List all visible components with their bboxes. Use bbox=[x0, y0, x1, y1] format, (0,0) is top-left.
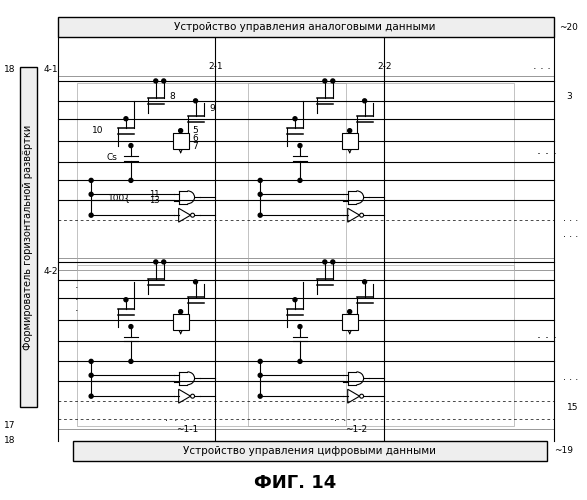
Circle shape bbox=[348, 310, 352, 314]
Text: Формирователь горизонтальной развёртки: Формирователь горизонтальной развёртки bbox=[23, 124, 33, 350]
Circle shape bbox=[194, 99, 198, 103]
Text: 13: 13 bbox=[149, 196, 160, 205]
Circle shape bbox=[129, 178, 133, 182]
Circle shape bbox=[298, 178, 302, 182]
Text: . . .: . . . bbox=[564, 213, 579, 223]
Text: 7: 7 bbox=[193, 142, 198, 151]
Bar bbox=[58, 258, 554, 429]
Text: 18: 18 bbox=[4, 64, 15, 74]
Text: 6: 6 bbox=[193, 134, 198, 143]
Circle shape bbox=[89, 213, 93, 217]
Circle shape bbox=[331, 260, 335, 264]
Text: . . .: . . . bbox=[537, 328, 556, 341]
Bar bbox=[77, 265, 346, 426]
Text: 4-2: 4-2 bbox=[43, 268, 58, 276]
Circle shape bbox=[258, 192, 262, 196]
Circle shape bbox=[89, 394, 93, 398]
Text: ~20: ~20 bbox=[559, 22, 578, 32]
Circle shape bbox=[124, 298, 128, 302]
Bar bbox=[342, 314, 357, 330]
Bar bbox=[58, 18, 554, 37]
Text: ·  ·  ·: · · · bbox=[334, 416, 356, 426]
Circle shape bbox=[323, 79, 327, 83]
Circle shape bbox=[178, 128, 183, 132]
Bar bbox=[58, 76, 554, 270]
Bar bbox=[173, 132, 188, 148]
Circle shape bbox=[89, 192, 93, 196]
Text: Устройство управления аналоговыми данными: Устройство управления аналоговыми данным… bbox=[174, 22, 436, 32]
Circle shape bbox=[258, 374, 262, 378]
Text: 15: 15 bbox=[566, 402, 578, 411]
Circle shape bbox=[258, 213, 262, 217]
Circle shape bbox=[258, 394, 262, 398]
Text: 3: 3 bbox=[566, 92, 572, 102]
Text: ~1-2: ~1-2 bbox=[345, 424, 367, 434]
Text: 2-2: 2-2 bbox=[377, 62, 392, 70]
Circle shape bbox=[89, 360, 93, 364]
Circle shape bbox=[348, 128, 352, 132]
Bar bbox=[19, 67, 38, 407]
Bar bbox=[173, 314, 188, 330]
Circle shape bbox=[258, 360, 262, 364]
Circle shape bbox=[129, 144, 133, 148]
Circle shape bbox=[323, 260, 327, 264]
Bar bbox=[342, 132, 357, 148]
Text: 8: 8 bbox=[170, 92, 176, 102]
Text: 2-1: 2-1 bbox=[208, 62, 222, 70]
Circle shape bbox=[162, 260, 166, 264]
Bar bbox=[248, 265, 514, 426]
Circle shape bbox=[298, 360, 302, 364]
Circle shape bbox=[258, 178, 262, 182]
Bar bbox=[73, 441, 546, 461]
Circle shape bbox=[124, 116, 128, 120]
Text: 5: 5 bbox=[193, 126, 198, 135]
Circle shape bbox=[178, 310, 183, 314]
Text: ·  ·  ·: · · · bbox=[165, 416, 187, 426]
Circle shape bbox=[331, 79, 335, 83]
Text: . . .: . . . bbox=[564, 229, 579, 239]
Text: 17: 17 bbox=[4, 420, 15, 430]
Circle shape bbox=[154, 79, 158, 83]
Text: 100{: 100{ bbox=[108, 193, 131, 202]
Bar bbox=[77, 83, 346, 270]
Text: ~1-1: ~1-1 bbox=[176, 424, 198, 434]
Text: Cs: Cs bbox=[106, 153, 117, 162]
Text: ФИГ. 14: ФИГ. 14 bbox=[254, 474, 336, 492]
Circle shape bbox=[363, 99, 367, 103]
Text: 11: 11 bbox=[149, 190, 159, 199]
Text: . . .: . . . bbox=[532, 61, 551, 71]
Text: 10: 10 bbox=[92, 126, 103, 135]
Circle shape bbox=[293, 116, 297, 120]
Text: ~19: ~19 bbox=[554, 446, 572, 456]
Circle shape bbox=[363, 280, 367, 284]
Text: Устройство управления цифровыми данными: Устройство управления цифровыми данными bbox=[183, 446, 436, 456]
Text: . . .: . . . bbox=[537, 144, 556, 157]
Text: . . .: . . . bbox=[564, 372, 579, 382]
Text: 4-1: 4-1 bbox=[43, 64, 58, 74]
Circle shape bbox=[162, 79, 166, 83]
Text: ·
·
·: · · · bbox=[75, 283, 78, 316]
Circle shape bbox=[194, 280, 198, 284]
Circle shape bbox=[129, 360, 133, 364]
Circle shape bbox=[89, 374, 93, 378]
Bar bbox=[248, 83, 514, 270]
Circle shape bbox=[298, 144, 302, 148]
Circle shape bbox=[89, 178, 93, 182]
Text: 18: 18 bbox=[4, 436, 15, 446]
Circle shape bbox=[298, 324, 302, 328]
Circle shape bbox=[129, 324, 133, 328]
Text: 9: 9 bbox=[210, 104, 215, 114]
Circle shape bbox=[154, 260, 158, 264]
Circle shape bbox=[293, 298, 297, 302]
